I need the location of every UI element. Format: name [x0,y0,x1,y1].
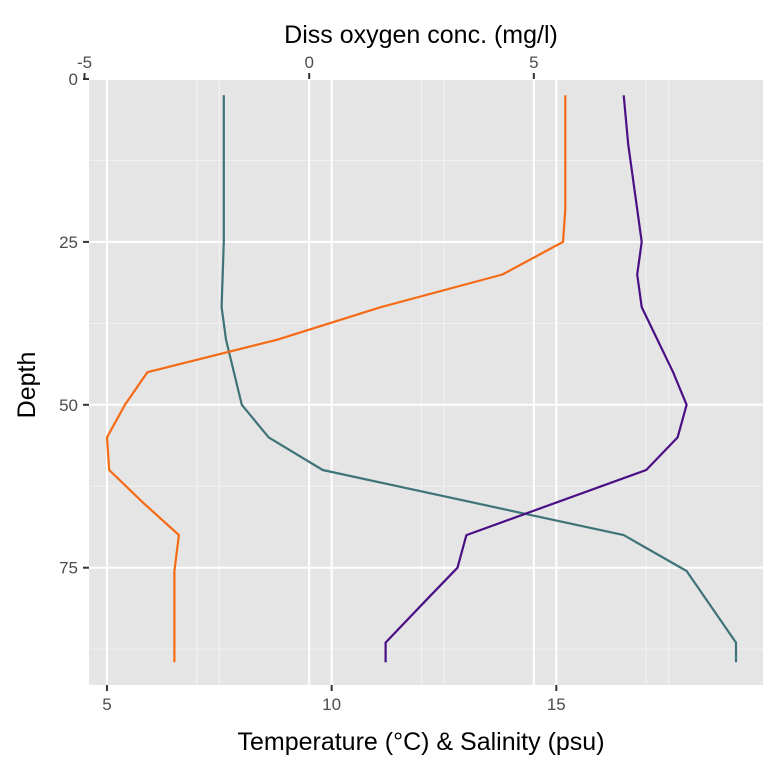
y-axis: 0 25 50 75 [59,70,89,578]
x-tick-label-bottom: 10 [322,695,341,714]
x-axis-top-title: Diss oxygen conc. (mg/l) [284,21,558,49]
grid-major [83,78,763,685]
x-tick-label-top: -5 [77,53,92,72]
x-tick-label-bottom: 15 [547,695,566,714]
plot-panel [89,79,763,685]
y-tick-label: 0 [69,70,78,89]
y-tick-label: 25 [59,233,78,252]
series-line-2 [384,95,688,663]
x-axis-bottom-title: Temperature (°C) & Salinity (psu) [237,728,604,756]
x-axis-top: -5 0 5 [77,53,539,79]
x-axis-bottom: 5 10 15 [102,685,566,714]
series-line-3 [105,95,567,663]
y-tick-label: 75 [59,559,78,578]
y-tick-label: 50 [59,396,78,415]
series-layer [105,95,738,663]
x-tick-label-top: 5 [529,53,538,72]
x-tick-label-top: 0 [304,53,313,72]
y-axis-title: Depth [13,352,41,419]
grid-minor [89,79,763,685]
series-line-1 [220,95,738,663]
x-tick-label-bottom: 5 [102,695,111,714]
